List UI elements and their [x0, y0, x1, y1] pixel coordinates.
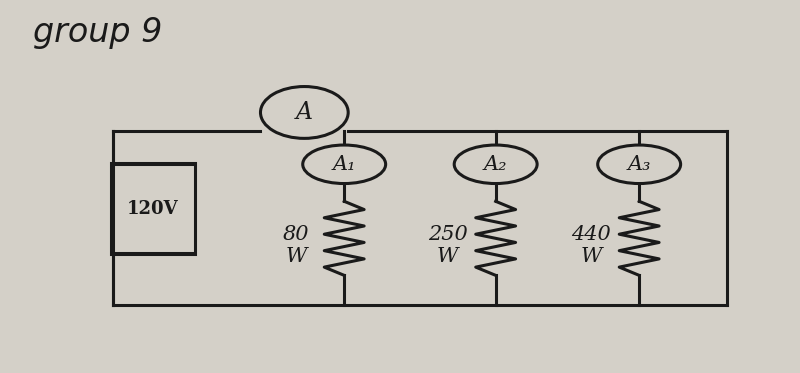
Circle shape	[302, 145, 386, 184]
Text: 440
W: 440 W	[571, 225, 611, 266]
Circle shape	[598, 145, 681, 184]
Text: 250
W: 250 W	[428, 225, 468, 266]
Text: A: A	[296, 101, 313, 124]
Text: A₁: A₁	[333, 155, 356, 174]
Text: 80
W: 80 W	[283, 225, 310, 266]
Text: A₃: A₃	[627, 155, 651, 174]
Text: group 9: group 9	[34, 16, 162, 49]
Circle shape	[454, 145, 537, 184]
Text: 120V: 120V	[127, 200, 178, 218]
Text: A₂: A₂	[484, 155, 507, 174]
Ellipse shape	[261, 87, 348, 138]
